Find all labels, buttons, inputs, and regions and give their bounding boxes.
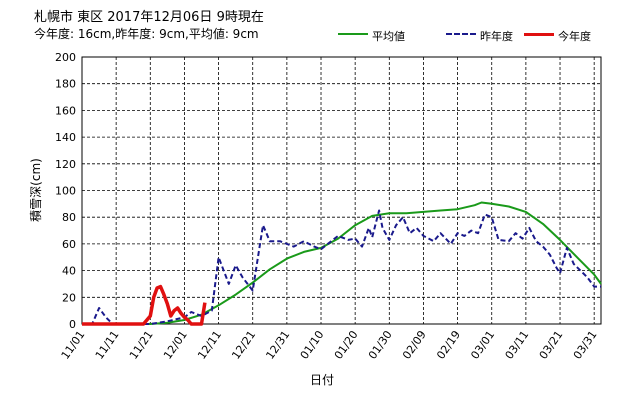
- legend-label-last-year: 昨年度: [480, 30, 513, 43]
- x-tick-label: 11/11: [93, 328, 122, 361]
- legend-line-average: [338, 33, 368, 35]
- y-tick-label: 120: [55, 158, 76, 171]
- x-tick-label: 01/20: [332, 328, 361, 361]
- y-tick-label: 40: [62, 265, 76, 278]
- x-axis-label: 日付: [310, 373, 334, 387]
- snow-depth-summary: 今年度: 16cm,昨年度: 9cm,平均値: 9cm: [34, 27, 259, 41]
- y-tick-label: 60: [62, 238, 76, 251]
- y-axis-label: 積雪深(cm): [28, 158, 43, 222]
- x-tick-label: 11/01: [59, 328, 88, 361]
- x-tick-label: 02/09: [400, 328, 429, 361]
- x-tick-label: 03/31: [571, 328, 600, 361]
- x-tick-label: 11/21: [127, 328, 156, 361]
- y-tick-label: 200: [55, 51, 76, 64]
- page-title: 札幌市 東区 2017年12月06日 9時現在: [34, 10, 264, 25]
- x-tick-label: 01/30: [366, 328, 395, 361]
- y-tick-label: 80: [62, 211, 76, 224]
- x-tick-label: 03/21: [537, 328, 566, 361]
- legend-label-this-year: 今年度: [558, 30, 591, 43]
- legend-line-this-year: [524, 33, 554, 36]
- series-line-last-year: [82, 209, 601, 325]
- y-tick-label: 160: [55, 104, 76, 117]
- x-tick-label: 12/01: [161, 328, 190, 361]
- x-tick-label: 02/19: [434, 328, 463, 361]
- plot-frame: [81, 56, 602, 325]
- x-tick-label: 12/31: [263, 328, 292, 361]
- legend-line-last-year: [446, 33, 476, 35]
- y-tick-label: 20: [62, 291, 76, 304]
- y-tick-label: 180: [55, 78, 76, 91]
- y-tick-label: 0: [69, 318, 76, 331]
- x-tick-label: 03/01: [468, 328, 497, 361]
- x-tick-label: 12/21: [229, 328, 258, 361]
- x-tick-label: 01/10: [298, 328, 327, 361]
- x-tick-label: 12/11: [195, 328, 224, 361]
- y-tick-label: 100: [55, 185, 76, 198]
- series-line-this-year: [82, 284, 207, 326]
- legend-label-average: 平均値: [372, 30, 405, 43]
- x-tick-label: 03/11: [503, 328, 532, 361]
- y-tick-label: 140: [55, 131, 76, 144]
- series-line-average: [82, 201, 602, 325]
